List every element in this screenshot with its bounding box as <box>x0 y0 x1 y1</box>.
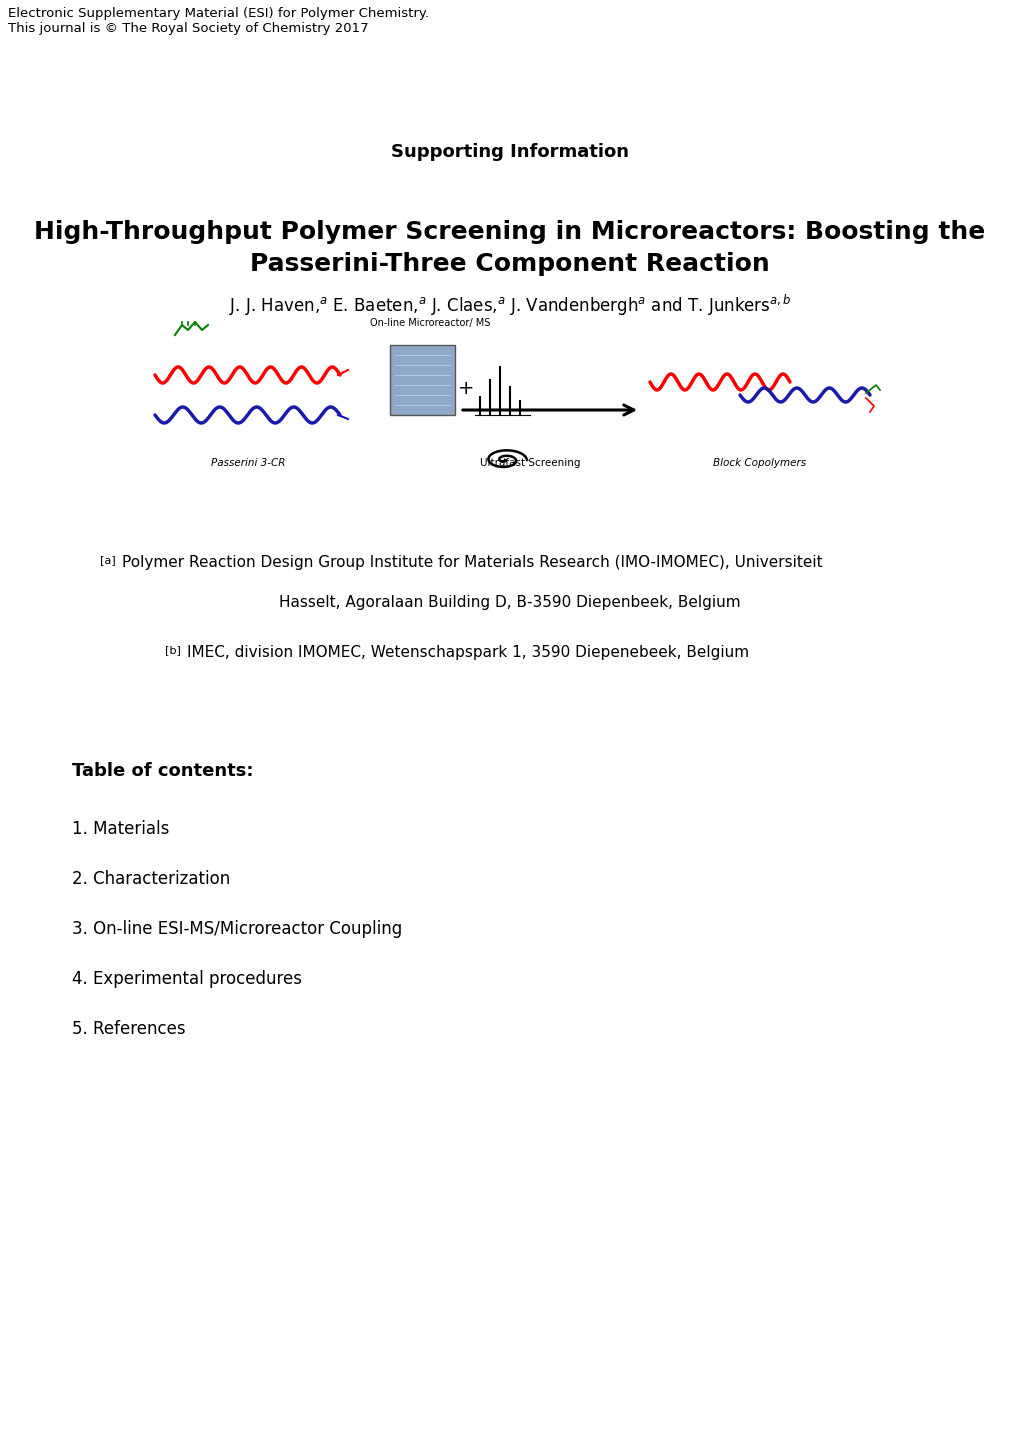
Text: 5. References: 5. References <box>72 1019 185 1038</box>
Text: This journal is © The Royal Society of Chemistry 2017: This journal is © The Royal Society of C… <box>8 22 368 35</box>
Text: J. J. Haven,$^a$ E. Baeten,$^a$ J. Claes,$^a$ J. Vandenbergh$^a$ and T. Junkers$: J. J. Haven,$^a$ E. Baeten,$^a$ J. Claes… <box>228 293 791 319</box>
Text: 1. Materials: 1. Materials <box>72 820 169 838</box>
Bar <box>389 345 454 415</box>
Text: Table of contents:: Table of contents: <box>72 761 254 780</box>
Text: Electronic Supplementary Material (ESI) for Polymer Chemistry.: Electronic Supplementary Material (ESI) … <box>8 7 429 20</box>
Text: Passerini 3-CR: Passerini 3-CR <box>211 459 285 469</box>
Text: Supporting Information: Supporting Information <box>390 143 629 162</box>
Text: Hasselt, Agoralaan Building D, B-3590 Diepenbeek, Belgium: Hasselt, Agoralaan Building D, B-3590 Di… <box>279 596 740 610</box>
Text: IMEC, division IMOMEC, Wetenschapspark 1, 3590 Diepenebeek, Belgium: IMEC, division IMOMEC, Wetenschapspark 1… <box>186 645 748 660</box>
Text: [a]: [a] <box>100 555 115 565</box>
Text: On-line Microreactor/ MS: On-line Microreactor/ MS <box>370 319 490 327</box>
Text: 3. On-line ESI-MS/Microreactor Coupling: 3. On-line ESI-MS/Microreactor Coupling <box>72 920 401 937</box>
Text: 2. Characterization: 2. Characterization <box>72 870 230 888</box>
Text: Passerini-Three Component Reaction: Passerini-Three Component Reaction <box>250 252 769 275</box>
Text: +: + <box>458 378 474 398</box>
Text: Polymer Reaction Design Group Institute for Materials Research (IMO-IMOMEC), Uni: Polymer Reaction Design Group Institute … <box>122 555 821 570</box>
Text: Ultrafast Screening: Ultrafast Screening <box>479 459 580 469</box>
Text: Block Copolymers: Block Copolymers <box>712 459 806 469</box>
Text: High-Throughput Polymer Screening in Microreactors: Boosting the: High-Throughput Polymer Screening in Mic… <box>35 221 984 244</box>
Text: 4. Experimental procedures: 4. Experimental procedures <box>72 970 302 988</box>
Text: [b]: [b] <box>165 645 180 655</box>
